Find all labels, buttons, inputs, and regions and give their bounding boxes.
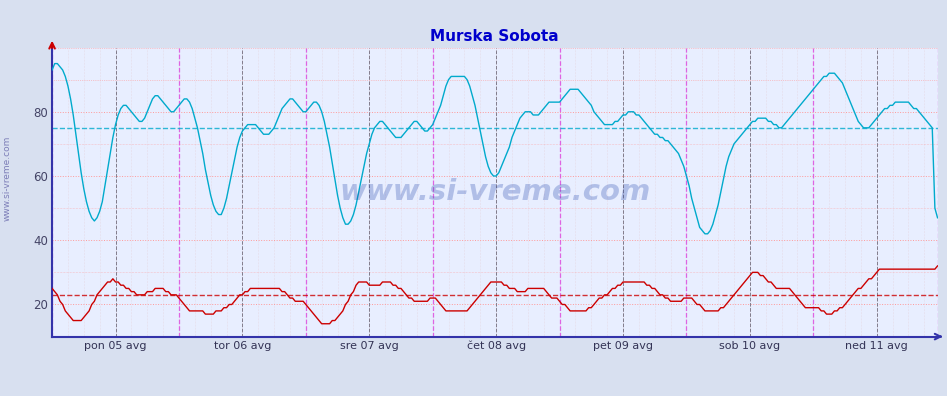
Text: www.si-vreme.com: www.si-vreme.com bbox=[3, 135, 12, 221]
Title: Murska Sobota: Murska Sobota bbox=[431, 29, 559, 44]
Text: www.si-vreme.com: www.si-vreme.com bbox=[339, 178, 651, 206]
